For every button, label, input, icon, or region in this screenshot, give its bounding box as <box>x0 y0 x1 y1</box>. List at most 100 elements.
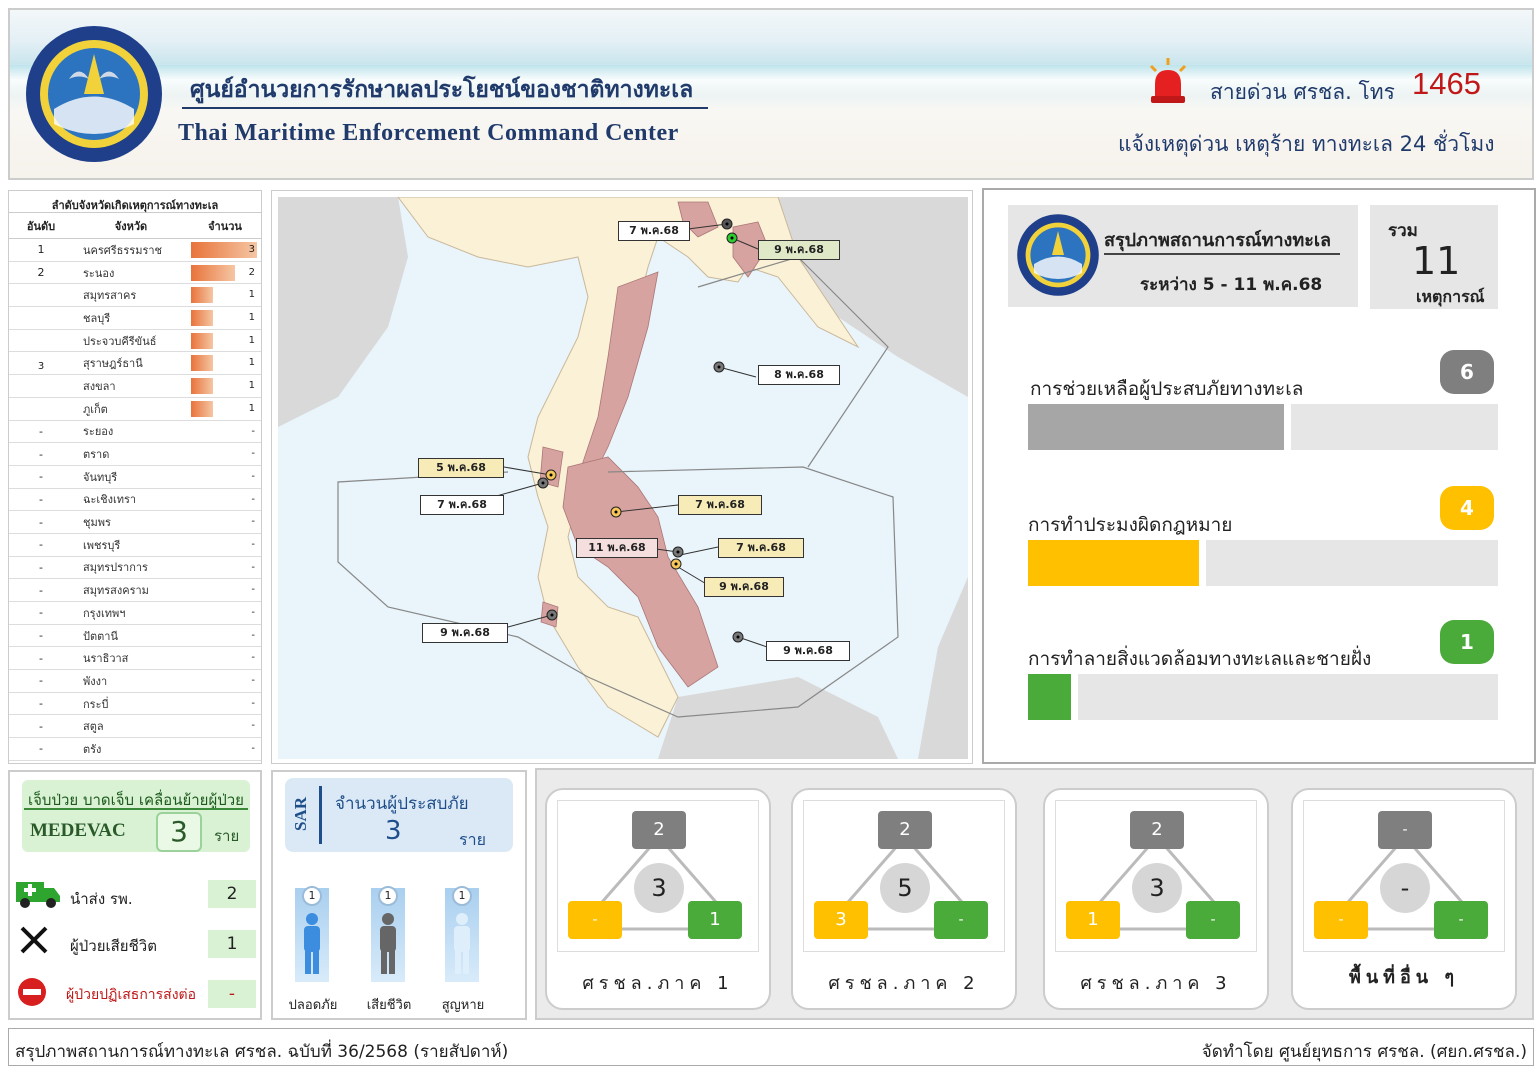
incident-marker[interactable] <box>545 469 557 481</box>
ranking-rank: - <box>39 742 43 756</box>
incident-date-tag[interactable]: 9 พ.ค.68 <box>766 641 850 661</box>
ranking-row: - ตราด - <box>9 443 261 466</box>
ranking-count-cell: - <box>189 466 261 488</box>
region-left-count: - <box>568 901 622 939</box>
category-count-badge: 4 <box>1440 486 1494 530</box>
ranking-row: - ชุมพร - <box>9 511 261 534</box>
region-top-count: 2 <box>1130 811 1184 849</box>
incident-marker[interactable] <box>721 218 733 230</box>
ranking-province: นราธิวาส <box>83 652 129 666</box>
incident-date-tag[interactable]: 7 พ.ค.68 <box>678 495 762 515</box>
sar-status-column: 1 <box>295 886 329 982</box>
ranking-count: 2 <box>248 266 255 278</box>
medevac-item-value: 2 <box>208 880 256 908</box>
ranking-province: จันทบุรี <box>83 470 118 484</box>
region-card[interactable]: - - - - พื้นที่อื่น ๆ <box>1291 788 1517 1010</box>
incident-date-tag[interactable]: 9 พ.ค.68 <box>704 577 784 597</box>
incident-date-tag[interactable]: 11 พ.ค.68 <box>576 538 658 558</box>
ranking-count: - <box>251 561 255 573</box>
ranking-row: ประจวบคีรีขันธ์ 1 <box>9 330 261 353</box>
ranking-rank: 2 <box>37 266 45 280</box>
summary-panel <box>982 188 1536 764</box>
ranking-province: สมุทรสงคราม <box>83 584 149 598</box>
incident-date-tag[interactable]: 7 พ.ค.68 <box>420 495 504 515</box>
incident-date-tag[interactable]: 5 พ.ค.68 <box>418 458 504 478</box>
incident-marker[interactable] <box>713 361 725 373</box>
incident-date-tag[interactable]: 7 พ.ค.68 <box>618 221 690 241</box>
incident-marker[interactable] <box>672 546 684 558</box>
incident-marker[interactable] <box>610 506 622 518</box>
ranking-province: สตูล <box>83 720 104 734</box>
ranking-rows: 1 นครศรีธรรมราช 3 2 ระนอง 2 3 สมุทรสาคร 1 ชลบุรี 1… <box>9 239 261 761</box>
region-card[interactable]: 2 1 -3 ศรชล.ภาค 3 <box>1043 788 1269 1010</box>
ranking-row: 1 นครศรีธรรมราช 3 <box>9 239 261 262</box>
summary-header: สรุปภาพสถานการณ์ทางทะเล ระหว่าง 5 - 11 พ… <box>1008 205 1358 307</box>
ranking-count-bar <box>191 242 257 258</box>
category-bar-fill <box>1028 404 1284 450</box>
category-bar-fill <box>1028 674 1071 720</box>
medevac-name: MEDEVAC <box>30 820 126 841</box>
ranking-count-bar <box>191 400 213 417</box>
ranking-count: - <box>251 493 255 505</box>
region-card[interactable]: 2 3 -5 ศรชล.ภาค 2 <box>791 788 1017 1010</box>
medevac-panel: เจ็บป่วย บาดเจ็บ เคลื่อนย้ายผู้ป่วย MEDE… <box>8 770 262 1020</box>
ranking-count-cell: - <box>189 602 261 624</box>
ranking-count-cell: 2 <box>189 262 261 284</box>
incident-marker[interactable] <box>537 477 549 489</box>
region-card[interactable]: 2 - 1 3 ศรชล.ภาค 1 <box>545 788 771 1010</box>
agency-logo <box>26 26 162 162</box>
incident-marker[interactable] <box>732 631 744 643</box>
ranking-count-cell: - <box>189 625 261 647</box>
ambulance-icon <box>16 882 60 908</box>
ranking-count: - <box>251 425 255 437</box>
hotline-number[interactable]: 1465 <box>1412 66 1481 101</box>
summary-total: รวม 11 เหตุการณ์ <box>1370 205 1498 309</box>
ranking-count: 3 <box>248 244 255 255</box>
ranking-province: สุราษฎร์ธานี <box>83 357 143 371</box>
ranking-row: - กรุงเทพฯ - <box>9 602 261 625</box>
incident-date-tag[interactable]: 9 พ.ค.68 <box>422 623 508 643</box>
sar-status-column: 1 <box>445 886 479 982</box>
ranking-count-cell: - <box>189 670 261 692</box>
incident-map[interactable]: 7 พ.ค.68 9 พ.ค.68 8 พ.ค.68 5 พ.ค.68 7 พ.… <box>278 197 968 759</box>
sar-unit: ราย <box>459 830 486 849</box>
ranking-count-bar <box>191 378 213 395</box>
medevac-item-label: นำส่ง รพ. <box>70 890 133 908</box>
incident-date-tag[interactable]: 9 พ.ค.68 <box>758 240 840 260</box>
category-bar-fill <box>1028 540 1199 586</box>
ranking-row: 2 ระนอง 2 <box>9 262 261 285</box>
incident-date-tag[interactable]: 8 พ.ค.68 <box>758 365 840 385</box>
person-icon <box>380 913 396 974</box>
region-name: ศรชล.ภาค 2 <box>828 973 980 994</box>
sar-status-count: 1 <box>378 886 398 906</box>
ranking-row: - นราธิวาส - <box>9 647 261 671</box>
sar-panel: SAR จำนวนผู้ประสบภัย 3 ราย 1 ปลอดภัย 1 เสีย… <box>271 770 527 1020</box>
ranking-rank: - <box>39 447 43 461</box>
region-top-count: 2 <box>878 811 932 849</box>
ranking-count: - <box>251 470 255 482</box>
incident-marker[interactable] <box>726 232 738 244</box>
ranking-row: - ปัตตานี - <box>9 625 261 648</box>
incident-marker[interactable] <box>546 609 558 621</box>
footer-credit: จัดทำโดย ศูนย์ยุทธการ ศรชล. (ศยก.ศรชล.) <box>1201 1042 1527 1062</box>
ranking-row: สงขลา 1 <box>9 375 261 398</box>
region-top-count: 2 <box>632 811 686 849</box>
siren-icon <box>1149 58 1187 103</box>
incident-date-tag[interactable]: 7 พ.ค.68 <box>718 538 804 558</box>
ranking-count-cell: - <box>189 511 261 533</box>
total-label: รวม <box>1388 221 1418 241</box>
ranking-province: กระบี่ <box>83 697 109 711</box>
ranking-province: กรุงเทพฯ <box>83 606 126 620</box>
ranking-province: สมุทรสาคร <box>83 289 137 303</box>
incident-marker[interactable] <box>670 558 682 570</box>
ranking-row: - สตูล - <box>9 715 261 739</box>
ranking-province: ตราด <box>83 448 110 462</box>
region-total-count: 3 <box>1132 863 1182 913</box>
col-rank: อันดับ <box>26 219 56 233</box>
no-entry-icon <box>18 978 46 1006</box>
ranking-rank-group: 3 <box>37 361 45 373</box>
region-triangle: 2 1 -3 <box>1055 800 1257 952</box>
sar-status-column: 1 <box>371 886 405 982</box>
ranking-rank: - <box>39 583 43 597</box>
